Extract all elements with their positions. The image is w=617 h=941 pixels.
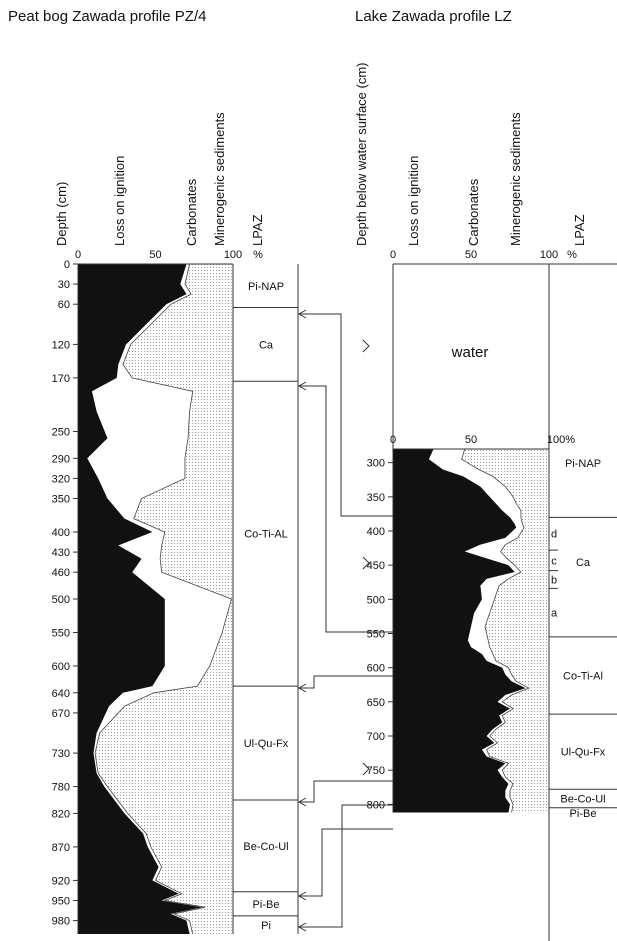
left-depth-tick-label: 730 — [52, 748, 70, 760]
labels: 0 50 100 % 0 30 60 120 170 250 290 320 350 400 430 460 5… — [8, 8, 606, 932]
correlation-connector — [298, 313, 393, 517]
left-x-tick-label: 0 — [75, 249, 81, 261]
left-depth-tick-label: 320 — [52, 473, 70, 485]
left-depth-tick-label: 290 — [52, 453, 70, 465]
left-zone-label: Pi — [261, 920, 271, 932]
left-x-unit-label: % — [253, 249, 263, 261]
right-x-tick-label: 50 — [465, 249, 477, 261]
left-depth-tick-label: 350 — [52, 494, 70, 506]
right-x-tick-label: 0 — [390, 249, 396, 261]
data-fills — [78, 263, 549, 935]
right-zone-label: Ul-Qu-Fx — [561, 747, 606, 759]
right-depth-tick-label: 450 — [367, 560, 385, 572]
right-x-unit-label: % — [567, 249, 577, 261]
right-column-header: Minerogenic sediments — [508, 112, 523, 246]
left-zone-label: Co-Ti-AL — [244, 529, 288, 541]
left-zone-label: Ul-Qu-Fx — [244, 738, 289, 750]
series-loss-on-ignition-area — [78, 264, 202, 934]
correlation-connector — [298, 675, 393, 689]
left-depth-tick-label: 60 — [58, 299, 70, 311]
left-depth-tick-label: 0 — [64, 259, 70, 271]
right-depth-tick-label: 300 — [367, 458, 385, 470]
right-column-header: LPAZ — [572, 214, 587, 246]
right-depth-tick-label: 650 — [367, 697, 385, 709]
right-depth-tick-label: 500 — [367, 594, 385, 606]
right-subzone-label: a — [551, 608, 558, 620]
right-x-tick-label: 100 — [540, 249, 558, 261]
right-depth-tick-label: 350 — [367, 492, 385, 504]
left-depth-tick-label: 460 — [52, 567, 70, 579]
left-chart-title: Peat bog Zawada profile PZ/4 — [8, 8, 206, 25]
left-depth-tick-label: 780 — [52, 782, 70, 794]
correlation-connector — [298, 804, 393, 928]
left-zone-label: Be-Co-Ul — [243, 841, 288, 853]
right-depth-tick-label: 600 — [367, 663, 385, 675]
left-depth-tick-label: 640 — [52, 688, 70, 700]
left-depth-tick-label: 430 — [52, 547, 70, 559]
left-depth-tick-label: 170 — [52, 373, 70, 385]
right-subzone-label: d — [551, 529, 557, 541]
right-inner-tick-label: 50 — [465, 434, 477, 446]
water-label: water — [451, 344, 489, 361]
right-depth-arrow — [362, 339, 370, 353]
left-column-header: Minerogenic sediments — [212, 112, 227, 246]
right-column-header: Depth below water surface (cm) — [354, 62, 369, 246]
left-depth-tick-label: 670 — [52, 708, 70, 720]
series-carbonates-line — [94, 263, 232, 935]
correlation-arrowhead — [297, 381, 307, 391]
correlation-arrowhead — [297, 683, 307, 693]
right-depth-arrow — [362, 762, 370, 776]
series-carbonates-line — [461, 448, 530, 813]
left-zone-label: Ca — [259, 339, 274, 351]
right-zone-label: Co-Ti-Al — [563, 671, 603, 683]
right-depth-tick-label: 550 — [367, 629, 385, 641]
right-subzone-label: b — [551, 575, 557, 587]
left-x-tick-label: 100 — [224, 249, 242, 261]
left-zone-label: Pi-NAP — [248, 281, 284, 293]
left-depth-tick-label: 950 — [52, 896, 70, 908]
correlation-arrowhead — [297, 922, 307, 932]
left-zone-label: Pi-Be — [253, 899, 280, 911]
left-column-header: Carbonates — [184, 178, 199, 246]
correlation-connector — [298, 385, 393, 633]
left-depth-tick-label: 400 — [52, 527, 70, 539]
right-depth-tick-label: 800 — [367, 799, 385, 811]
left-depth-tick-label: 980 — [52, 916, 70, 928]
left-depth-tick-label: 550 — [52, 628, 70, 640]
left-depth-tick-label: 870 — [52, 842, 70, 854]
correlation-arrowhead — [297, 891, 307, 901]
correlation-arrowhead — [297, 309, 307, 319]
correlation-connector — [298, 780, 393, 803]
right-subzone-label: c — [551, 555, 557, 567]
right-inner-tick-label: 100% — [547, 434, 575, 446]
left-column-header: LPAZ — [250, 214, 265, 246]
right-column-header: Loss on ignition — [406, 156, 421, 246]
left-depth-tick-label: 250 — [52, 427, 70, 439]
correlation-arrowhead — [297, 797, 307, 807]
left-column-header: Loss on ignition — [112, 156, 127, 246]
axis-and-zone-lines — [73, 263, 617, 941]
left-depth-tick-label: 500 — [52, 594, 70, 606]
right-zone-label: Be-Co-Ul — [560, 794, 605, 806]
right-depth-tick-label: 750 — [367, 765, 385, 777]
right-zone-label: Pi-NAP — [565, 458, 601, 470]
right-zone-label: Ca — [576, 557, 591, 569]
left-column-header: Depth (cm) — [54, 182, 69, 246]
right-depth-arrow — [362, 556, 370, 570]
right-inner-tick-label: 0 — [390, 434, 396, 446]
right-column-header: Carbonates — [466, 178, 481, 246]
right-depth-tick-label: 400 — [367, 526, 385, 538]
right-zone-label: Pi-Be — [570, 808, 597, 820]
left-depth-tick-label: 120 — [52, 339, 70, 351]
correlation-connector — [298, 828, 393, 897]
left-depth-tick-label: 920 — [52, 875, 70, 887]
left-depth-tick-label: 30 — [58, 279, 70, 291]
left-x-tick-label: 50 — [149, 249, 161, 261]
series-loss-on-ignition-area — [393, 449, 526, 813]
right-chart-title: Lake Zawada profile LZ — [355, 8, 512, 25]
right-depth-tick-label: 700 — [367, 731, 385, 743]
left-depth-tick-label: 820 — [52, 808, 70, 820]
left-depth-tick-label: 600 — [52, 661, 70, 673]
